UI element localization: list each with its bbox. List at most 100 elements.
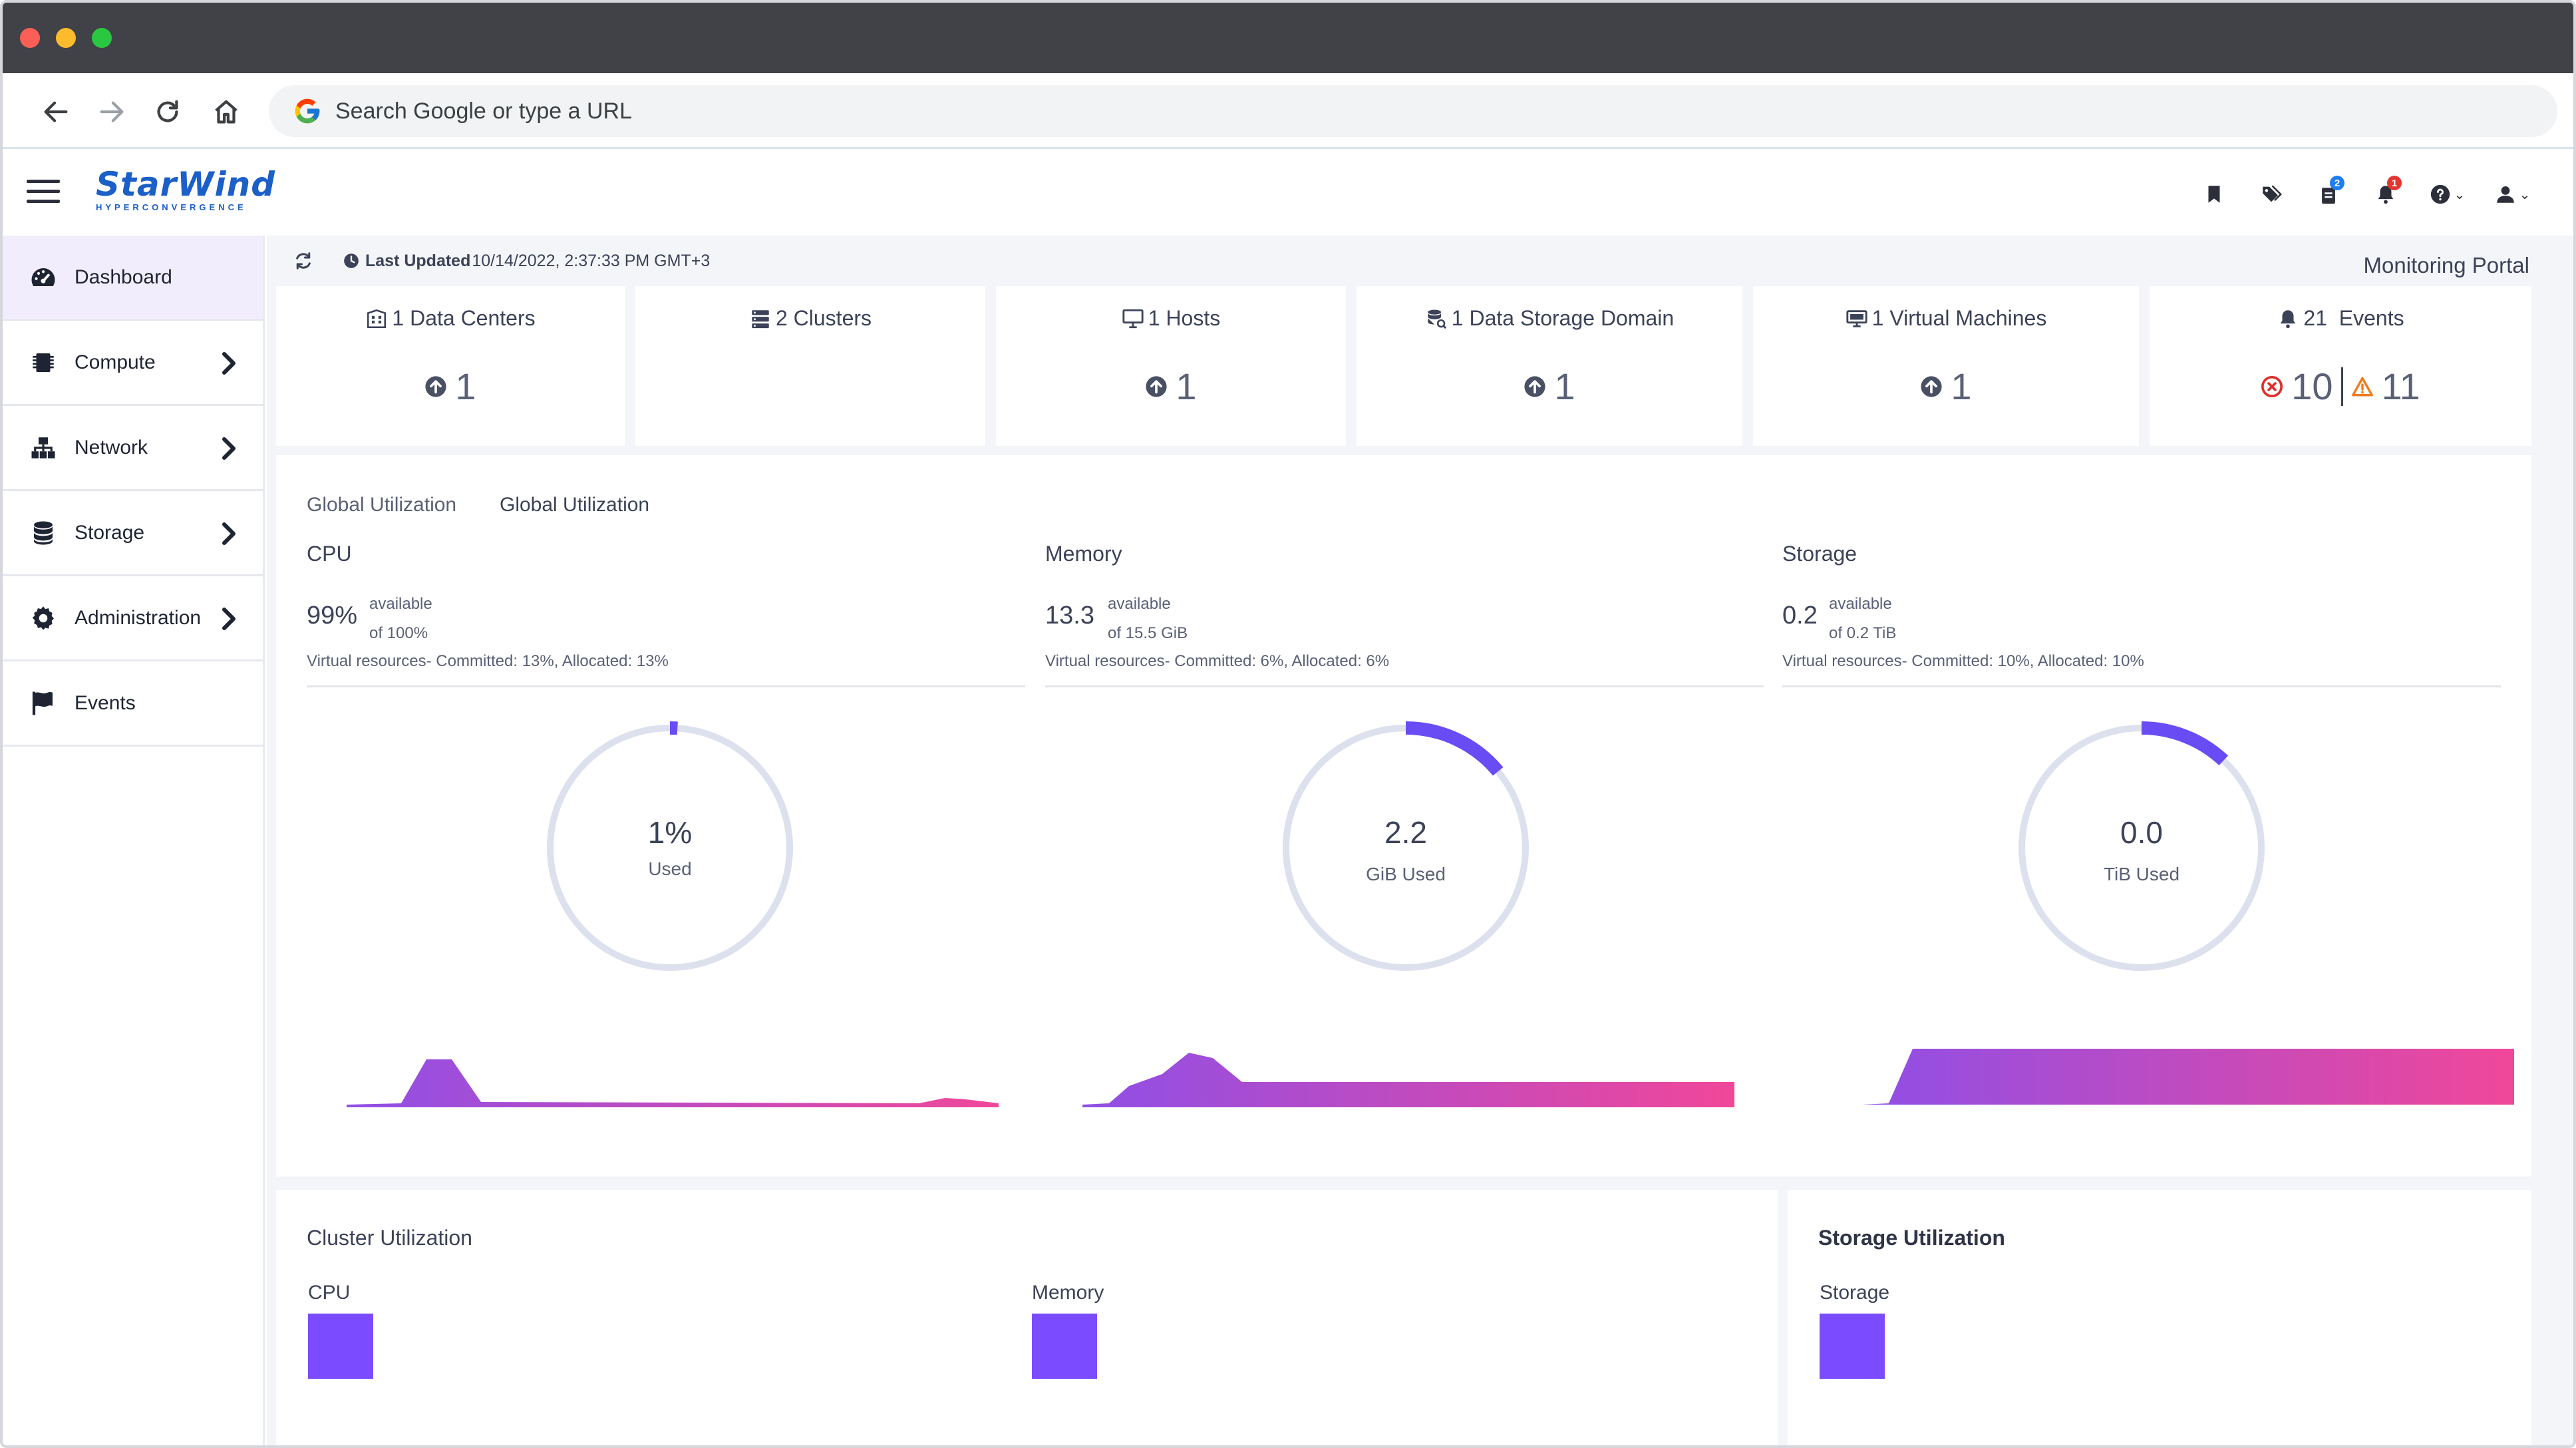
cpu-used-value: 1% [647,815,693,850]
forward-button[interactable] [93,93,130,130]
card-events[interactable]: 21 Events 10 11 [2150,286,2531,446]
hamburger-menu-icon[interactable] [27,180,60,204]
arrow-left-icon [44,101,68,122]
desktop-icon [1846,309,1867,327]
warning-triangle-icon [2351,377,2373,396]
address-bar-placeholder: Search Google or type a URL [335,98,633,124]
last-updated-value: 10/14/2022, 2:37:33 PM GMT+3 [472,251,711,270]
user-icon [2496,186,2514,203]
sidebar-item-compute[interactable]: Compute [3,321,263,406]
sidebar-item-storage[interactable]: Storage [3,491,263,576]
tasks-button[interactable]: 2 [2311,176,2346,209]
flag-icon [28,688,59,719]
network-icon [28,433,59,463]
bell-icon [2281,309,2296,328]
sidebar-item-label: Dashboard [75,266,172,288]
chevron-down-icon: ⌄ [2519,187,2531,202]
cluster-utilization-title: Cluster Utilization [307,1226,472,1250]
reload-button[interactable] [149,93,186,130]
sidebar-item-network[interactable]: Network [3,406,263,491]
bookmark-button[interactable] [2197,180,2231,209]
home-icon [215,100,238,124]
sidebar: Dashboard Compute Network Storage Admini… [3,236,265,1445]
user-menu-button[interactable]: ⌄ [2491,180,2533,209]
sidebar-item-events[interactable]: Events [3,661,263,747]
home-button[interactable] [208,93,245,130]
browser-toolbar: Search Google or type a URL [3,73,2573,149]
memory-donut-arc [1279,721,1532,974]
memory-donut-chart [1279,721,1532,974]
sidebar-item-label: Network [75,436,148,458]
cluster-utilization-panel: Cluster Utilization CPU Memory [276,1190,1778,1445]
card-title: 21 Events [2303,306,2404,330]
sidebar-item-label: Storage [75,521,145,544]
storage-available-of: of 0.2 TiB [1829,624,1897,642]
card-title: 1 Data Centers [392,306,536,330]
brand-logo[interactable]: StarWind HYPERCONVERGENCE [96,166,275,220]
cpu-available-of: of 100% [369,624,428,642]
chevron-right-icon [222,352,236,375]
cpu-available-label: available [369,595,432,613]
card-virtual-machines[interactable]: 1 Virtual Machines 1 [1753,286,2139,446]
arrow-up-circle-icon [425,375,447,397]
tasks-badge: 2 [2330,176,2344,190]
tab-global-utilization-2[interactable]: Global Utilization [500,494,650,516]
warning-count: 11 [2381,365,2420,407]
tags-button[interactable] [2254,180,2289,209]
card-data-centers[interactable]: 1 Data Centers 1 [276,286,625,446]
cluster-cpu-heatmap-cell[interactable] [308,1314,373,1379]
memory-sparkline [1082,1053,1734,1107]
card-value: 1 [1554,365,1575,407]
memory-utilization: Memory 13.3 available of 15.5 GiB Virtua… [1045,455,1764,1176]
address-bar[interactable]: Search Google or type a URL [269,85,2557,137]
memory-available-info: available of 15.5 GiB [1108,590,1188,648]
card-value: 1 [1951,365,1972,407]
bookmark-icon [2208,186,2220,203]
cpu-donut-chart [544,721,796,974]
summary-cards: 1 Data Centers 1 2 Clusters 1 Hosts 1 1 … [276,286,2531,446]
back-button[interactable] [37,93,75,130]
chevron-down-icon: ⌄ [2454,187,2466,202]
last-updated-label: Last Updated [365,251,471,270]
cluster-cpu-label: CPU [308,1282,351,1304]
tab-global-utilization-1[interactable]: Global Utilization [307,494,457,516]
card-hosts[interactable]: 1 Hosts 1 [996,286,1346,446]
cpu-sparkline [347,1059,999,1107]
maximize-window-button[interactable] [92,28,112,48]
dashboard-gauge-icon [28,262,59,293]
chevron-right-icon [222,437,236,460]
memory-donut: 2.2 GiB Used [1279,721,1532,974]
storage-donut-chart [2015,721,2268,974]
card-value: 1 [1176,365,1197,407]
storage-domain-heatmap-cell[interactable] [1820,1314,1885,1379]
cpu-donut-arc [544,721,796,974]
main-content: Last Updated 10/14/2022, 2:37:33 PM GMT+… [267,236,2573,1445]
chevron-right-icon [222,522,236,545]
help-button[interactable]: ⌄ [2426,180,2468,209]
card-title: 1 Data Storage Domain [1451,306,1675,330]
storage-available-value: 0.2 [1782,602,1818,630]
refresh-icon[interactable] [293,251,313,271]
card-title: 1 Hosts [1148,306,1221,330]
storage-available-info: available of 0.2 TiB [1829,590,1896,648]
card-clusters[interactable]: 2 Clusters [635,286,985,446]
card-value: 1 [455,365,476,407]
memory-available-label: available [1108,595,1171,613]
cluster-memory-heatmap-cell[interactable] [1032,1314,1097,1379]
card-data-storage-domain[interactable]: 1 Data Storage Domain 1 [1357,286,1742,446]
notifications-button[interactable]: 1 [2368,176,2403,209]
storage-utilization: Storage 0.2 available of 0.2 TiB Virtual… [1782,455,2514,1176]
close-window-button[interactable] [20,28,40,48]
cpu-donut: 1% Used [544,721,796,974]
arrow-right-icon [100,101,124,122]
storage-sparkline [1862,1049,2514,1105]
storage-donut-arc [2015,721,2268,974]
brand-subtitle: HYPERCONVERGENCE [96,202,247,212]
reload-icon [157,100,178,122]
minimize-window-button[interactable] [56,28,76,48]
browser-titlebar [3,3,2573,73]
sidebar-item-administration[interactable]: Administration [3,576,263,661]
gear-icon [28,603,59,634]
sidebar-item-dashboard[interactable]: Dashboard [3,236,263,321]
